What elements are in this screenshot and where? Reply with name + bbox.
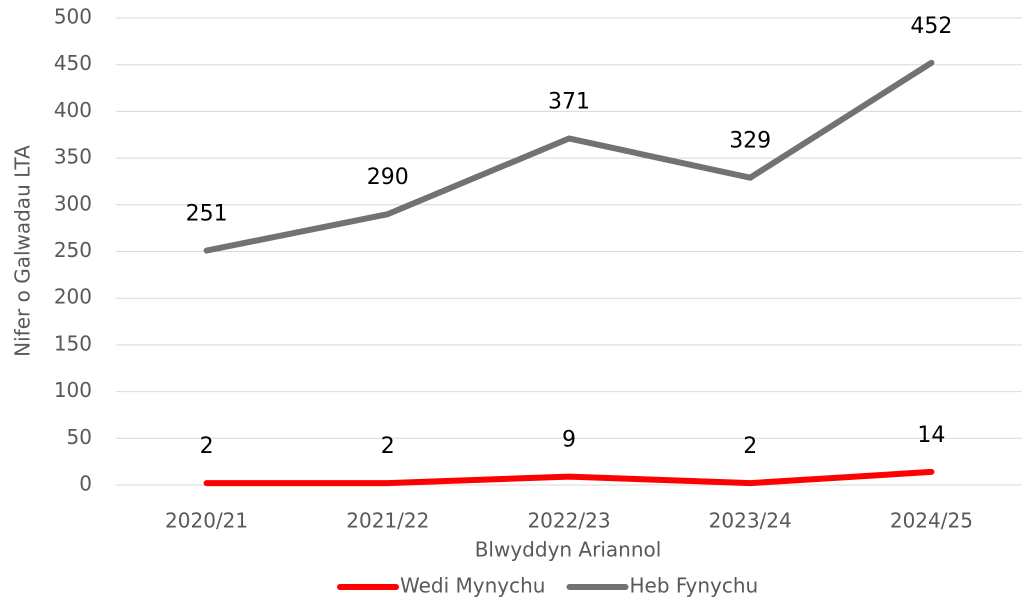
x-tick-label: 2023/24 (709, 509, 792, 533)
y-tick-label: 150 (54, 331, 92, 355)
data-label: 2 (381, 434, 395, 459)
y-tick-label: 200 (54, 285, 92, 309)
x-axis-label: Blwyddyn Ariannol (475, 538, 662, 562)
data-label: 9 (562, 428, 576, 453)
x-tick-label: 2022/23 (527, 509, 610, 533)
data-label: 14 (917, 423, 945, 448)
y-axis-label: Nifer o Galwadau LTA (11, 145, 35, 357)
y-tick-label: 250 (54, 238, 92, 262)
y-tick-label: 0 (79, 472, 92, 496)
data-label: 290 (367, 165, 409, 190)
y-tick-label: 400 (54, 98, 92, 122)
y-tick-label: 50 (67, 425, 92, 449)
data-label: 2 (200, 434, 214, 459)
data-label: 329 (729, 129, 771, 154)
x-tick-label: 2020/21 (165, 509, 248, 533)
x-tick-label: 2024/25 (890, 509, 973, 533)
legend-label: Heb Fynychu (629, 574, 758, 598)
legend-label: Wedi Mynychu (400, 574, 545, 598)
data-label: 452 (910, 14, 952, 39)
series-line (203, 468, 935, 487)
y-tick-label: 300 (54, 191, 92, 215)
data-label: 2 (743, 434, 757, 459)
data-label: 371 (548, 89, 590, 114)
y-tick-label: 450 (54, 51, 92, 75)
y-tick-label: 350 (54, 145, 92, 169)
y-tick-label: 500 (54, 5, 92, 29)
x-tick-label: 2021/22 (346, 509, 429, 533)
series-line (203, 59, 935, 254)
data-label: 251 (186, 202, 228, 227)
y-tick-label: 100 (54, 378, 92, 402)
